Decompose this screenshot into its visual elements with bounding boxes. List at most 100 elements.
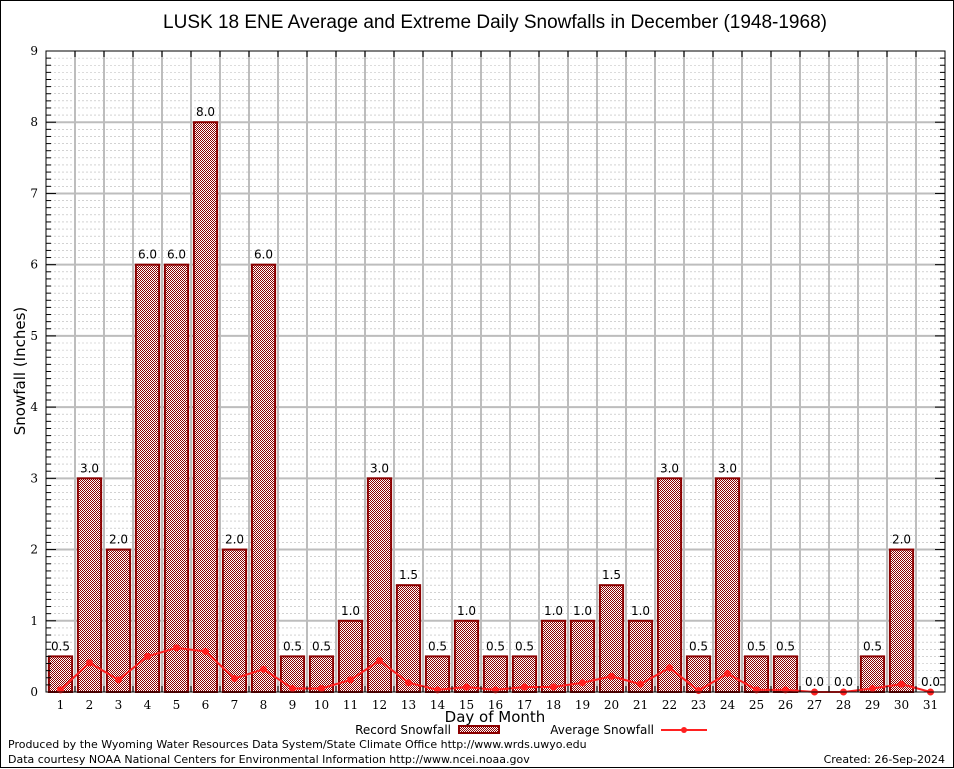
legend-average-label: Average Snowfall [550, 723, 654, 737]
legend-record-label: Record Snowfall [355, 723, 451, 737]
y-tick-label: 5 [30, 329, 38, 343]
bar-value-label: 2.0 [225, 533, 244, 547]
bar-value-label: 6.0 [138, 248, 157, 262]
bar-value-label: 0.5 [863, 639, 882, 653]
bar-value-label: 1.0 [573, 604, 592, 618]
x-tick-label: 2 [86, 698, 94, 712]
average-point [637, 680, 644, 688]
bar-value-label: 2.0 [892, 533, 911, 547]
x-tick-label: 10 [314, 698, 329, 712]
bar-value-label: 0.5 [428, 639, 447, 653]
average-point [347, 676, 354, 684]
bar-value-label: 1.5 [399, 568, 418, 582]
record-bar [163, 263, 190, 693]
bar-value-label: 0.5 [689, 639, 708, 653]
x-tick-label: 1 [57, 698, 65, 712]
bar-value-label: 0.5 [776, 639, 795, 653]
x-tick-label: 30 [894, 698, 909, 712]
x-tick-label: 13 [401, 698, 416, 712]
bar-value-label: 3.0 [80, 461, 99, 475]
footer-data-courtesy: Data courtesy NOAA National Centers for … [8, 753, 530, 766]
legend-average-marker [681, 727, 687, 733]
plot-border [45, 50, 946, 693]
record-bar [250, 263, 277, 693]
bar-value-label: 1.5 [602, 568, 621, 582]
x-tick-label: 19 [575, 698, 590, 712]
y-tick-label: 7 [30, 186, 38, 200]
y-tick-label: 3 [30, 471, 38, 485]
x-tick-label: 15 [459, 698, 474, 712]
average-point [144, 652, 151, 660]
record-bar [105, 548, 132, 693]
legend-record-swatch [458, 725, 500, 734]
average-point [463, 683, 470, 691]
average-point [202, 647, 209, 655]
bar-value-label: 8.0 [196, 105, 215, 119]
average-point [289, 684, 296, 692]
chart-title: LUSK 18 ENE Average and Extreme Daily Sn… [163, 12, 827, 33]
bar-value-label: 1.0 [457, 604, 476, 618]
average-point [86, 659, 93, 667]
x-tick-label: 7 [231, 698, 239, 712]
average-point [115, 676, 122, 684]
average-point [376, 657, 383, 665]
y-tick-label: 0 [30, 685, 38, 699]
x-tick-label: 3 [115, 698, 123, 712]
bar-value-label: 6.0 [167, 248, 186, 262]
x-tick-label: 14 [430, 698, 446, 712]
bar-value-label: 0.0 [921, 675, 940, 689]
x-tick-label: 22 [662, 698, 677, 712]
average-point [521, 683, 528, 691]
average-point [898, 680, 905, 688]
legend: Record Snowfall Average Snowfall [355, 723, 707, 737]
x-tick-label: 25 [749, 698, 764, 712]
y-tick-label: 1 [30, 614, 38, 628]
x-tick-label: 6 [202, 698, 210, 712]
y-tick-label: 4 [30, 400, 38, 414]
x-tick-label: 23 [691, 698, 706, 712]
average-point [666, 664, 673, 672]
bar-value-label: 0.0 [805, 675, 824, 689]
bar-value-label: 0.5 [51, 639, 70, 653]
x-tick-label: 21 [633, 698, 648, 712]
x-tick-label: 18 [546, 698, 561, 712]
bar-value-label: 3.0 [660, 461, 679, 475]
average-line [57, 644, 934, 696]
record-bar [453, 619, 480, 693]
x-tick-label: 9 [289, 698, 297, 712]
average-point [869, 684, 876, 692]
bar-value-label: 3.0 [718, 461, 737, 475]
x-tick-label: 12 [372, 698, 387, 712]
average-point [550, 683, 557, 691]
x-tick-label: 5 [173, 698, 181, 712]
x-tick-label: 29 [865, 698, 880, 712]
record-bar [714, 477, 741, 694]
y-tick-label: 6 [30, 258, 38, 272]
x-tick-label: 11 [343, 698, 358, 712]
average-point [173, 644, 180, 652]
x-tick-label: 26 [778, 698, 793, 712]
bar-value-label: 1.0 [341, 604, 360, 618]
x-tick-label: 27 [807, 698, 822, 712]
y-axis-label: Snowfall (Inches) [11, 307, 29, 435]
bar-value-label: 3.0 [370, 461, 389, 475]
bar-value-label: 6.0 [254, 248, 273, 262]
x-tick-label: 31 [923, 698, 938, 712]
record-bar [134, 263, 161, 693]
bar-value-label: 0.5 [486, 639, 505, 653]
bar-value-label: 0.5 [283, 639, 302, 653]
bar-value-label: 0.0 [834, 675, 853, 689]
record-bar [192, 121, 219, 693]
y-tick-label: 8 [30, 115, 38, 129]
x-tick-label: 8 [260, 698, 268, 712]
bar-value-label: 1.0 [544, 604, 563, 618]
x-tick-label: 4 [144, 698, 152, 712]
y-tick-label: 9 [30, 44, 38, 58]
bar-value-label: 0.5 [312, 639, 331, 653]
average-point [231, 674, 238, 682]
record-bar [888, 548, 915, 693]
bar-value-label: 0.5 [747, 639, 766, 653]
